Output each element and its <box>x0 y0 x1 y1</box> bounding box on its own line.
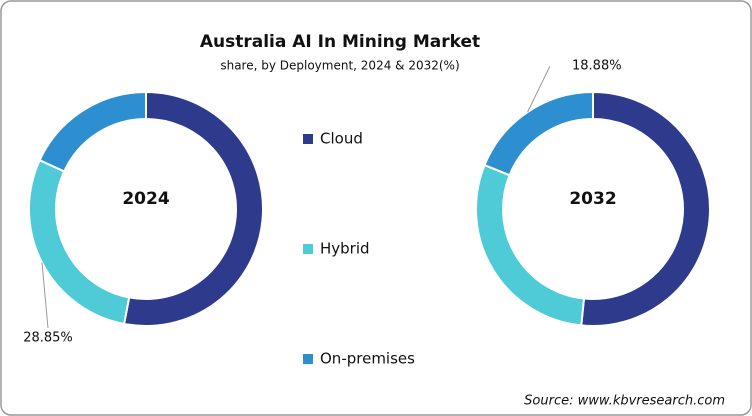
legend-label: Cloud <box>320 130 363 148</box>
chart-title: Australia AI In Mining Market <box>200 32 480 52</box>
legend-label: On-premises <box>320 350 415 368</box>
donut-center-label: 2032 <box>569 189 616 209</box>
chart-subtitle: share, by Deployment, 2024 & 2032(%) <box>220 59 459 73</box>
data-label: 28.85% <box>23 331 73 346</box>
donut-slice <box>38 90 147 173</box>
donut-slice <box>483 90 594 177</box>
donut-slice <box>122 90 264 327</box>
donut-slice <box>580 90 711 327</box>
legend-swatch <box>303 244 313 254</box>
leader-line <box>527 65 551 113</box>
legend-label: Hybrid <box>320 240 370 258</box>
data-label: 18.88% <box>572 59 622 74</box>
legend-swatch <box>303 354 313 364</box>
donut-center-label: 2024 <box>122 189 169 209</box>
legend-swatch <box>303 134 313 144</box>
leader-line <box>41 262 49 329</box>
source: Source: www.kbvresearch.com <box>524 394 725 409</box>
